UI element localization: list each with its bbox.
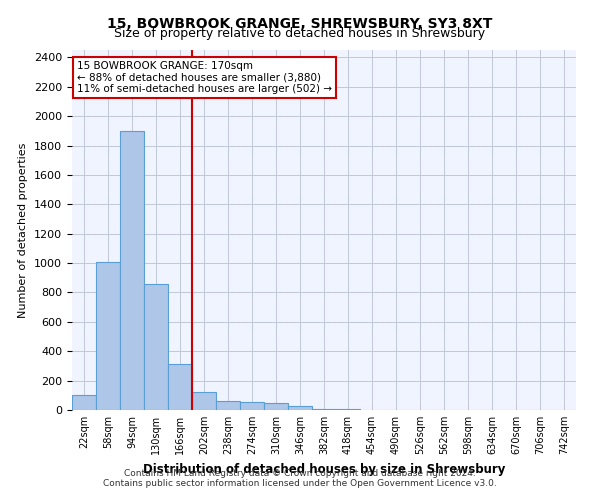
- Text: 15 BOWBROOK GRANGE: 170sqm
← 88% of detached houses are smaller (3,880)
11% of s: 15 BOWBROOK GRANGE: 170sqm ← 88% of deta…: [77, 61, 332, 94]
- Bar: [240, 402, 264, 410]
- Bar: [72, 396, 96, 410]
- Bar: [168, 364, 192, 410]
- Text: Contains public sector information licensed under the Open Government Licence v3: Contains public sector information licen…: [103, 478, 497, 488]
- Bar: [312, 408, 336, 410]
- Bar: [96, 262, 120, 410]
- Bar: [120, 131, 144, 410]
- Bar: [144, 284, 168, 410]
- Y-axis label: Number of detached properties: Number of detached properties: [19, 142, 28, 318]
- Text: 15, BOWBROOK GRANGE, SHREWSBURY, SY3 8XT: 15, BOWBROOK GRANGE, SHREWSBURY, SY3 8XT: [107, 18, 493, 32]
- Bar: [264, 404, 288, 410]
- Bar: [192, 392, 216, 410]
- X-axis label: Distribution of detached houses by size in Shrewsbury: Distribution of detached houses by size …: [143, 462, 505, 475]
- Bar: [216, 401, 240, 410]
- Bar: [288, 406, 312, 410]
- Text: Size of property relative to detached houses in Shrewsbury: Size of property relative to detached ho…: [115, 28, 485, 40]
- Text: Contains HM Land Registry data © Crown copyright and database right 2024.: Contains HM Land Registry data © Crown c…: [124, 468, 476, 477]
